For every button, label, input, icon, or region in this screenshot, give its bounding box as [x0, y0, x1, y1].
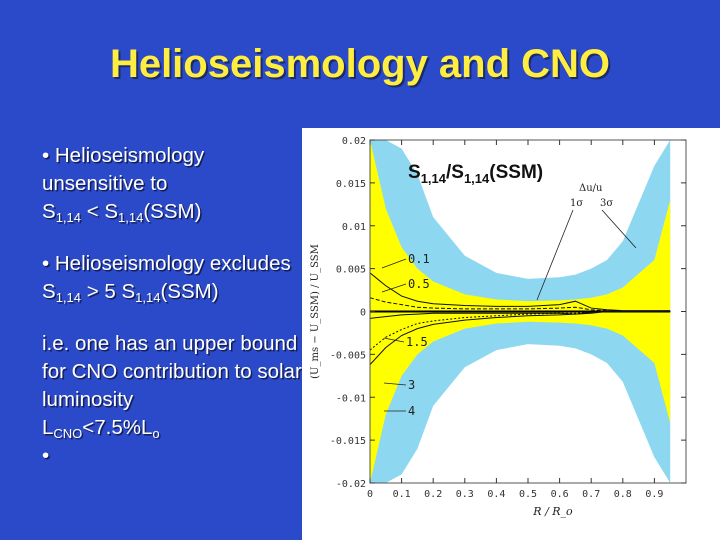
y-tick-label: -0.02 — [336, 479, 366, 490]
ratio-label-part: S — [408, 162, 421, 183]
bullet-text: (SSM) — [160, 280, 219, 303]
sigma3-arrow — [601, 209, 637, 249]
upper-bound-paragraph: i.e. one has an upper bound for CNO cont… — [42, 330, 302, 470]
ratio-label-subscript: 1,14 — [421, 171, 447, 186]
bullet-text: S — [42, 280, 56, 303]
slide-title: Helioseismology and CNO — [109, 42, 611, 86]
bullet-list: • Helioseismology unsensitive to S1,14 <… — [42, 142, 302, 494]
y-tick-label: 0.01 — [342, 222, 366, 233]
bullet-unsensitive: • Helioseismology unsensitive to S1,14 <… — [42, 142, 302, 226]
curve-label-leader — [383, 382, 407, 386]
y-tick-label: -0.015 — [330, 436, 366, 447]
ratio-label: S1,14/S1,14(SSM) — [408, 162, 543, 186]
x-tick-label: 0.7 — [582, 489, 600, 500]
y-tick-label: -0.005 — [330, 350, 366, 361]
series-curve-3 — [370, 311, 671, 351]
subscript: 1,14 — [118, 210, 144, 225]
subscript: 1,14 — [55, 290, 81, 305]
empty-bullet: • — [42, 444, 50, 467]
bullet-text: > 5 S — [81, 280, 136, 303]
x-tick-label: 0.2 — [424, 489, 442, 500]
bullet-text: • Helioseismology excludes — [42, 252, 291, 275]
x-tick-label: 0.5 — [519, 489, 537, 500]
series-curve-4 — [370, 311, 671, 366]
curve-label: 0.1 — [408, 252, 430, 266]
x-tick-label: 0.1 — [393, 489, 411, 500]
subscript: o — [152, 426, 160, 441]
curve-label-leader — [383, 337, 405, 343]
x-tick-label: 0.3 — [456, 489, 474, 500]
x-tick-label: 0 — [367, 489, 373, 500]
curve-label: 3 — [408, 378, 415, 392]
bullet-excludes: • Helioseismology excludes S1,14 > 5 S1,… — [42, 250, 302, 306]
x-tick-label: 0.4 — [487, 489, 505, 500]
curve-label: 0.5 — [408, 277, 430, 291]
y-tick-label: 0.005 — [336, 265, 366, 276]
sigma3-label: 3σ — [600, 198, 613, 209]
x-axis-label: R / R_o — [532, 505, 573, 518]
plot-svg: 0.02 0.015 0.01 0.005 0 -0.005 -0.01 -0.015 -0.0… — [310, 136, 687, 518]
sigma-annotation: Δu/u — [579, 183, 603, 194]
y-tick-label: 0 — [360, 308, 366, 319]
ratio-label-part: (SSM) — [489, 162, 543, 183]
y-tick-label: -0.01 — [336, 393, 366, 404]
paragraph-text: i.e. one has an upper bound for CNO cont… — [42, 332, 302, 411]
x-tick-label: 0.9 — [645, 489, 663, 500]
series-curve-0-1 — [370, 272, 671, 312]
paragraph-text: L — [42, 416, 54, 439]
curve-label: 1.5 — [406, 335, 428, 349]
helioseismology-plot: 0.02 0.015 0.01 0.005 0 -0.005 -0.01 -0.015 -0.0… — [302, 128, 720, 540]
curve-label-leader — [381, 258, 407, 269]
paragraph-text: <7.5%L — [82, 416, 153, 439]
ratio-label-subscript: 1,14 — [464, 171, 490, 186]
y-tick-label: 0.015 — [336, 179, 366, 190]
sigma1-label: 1σ — [570, 198, 583, 209]
curve-label-leader — [381, 283, 407, 293]
subscript: 1,14 — [135, 290, 161, 305]
bullet-text: • Helioseismology unsensitive to — [42, 144, 205, 195]
x-tick-label: 0.8 — [614, 489, 632, 500]
bullet-text: S — [42, 200, 56, 223]
subscript: CNO — [53, 426, 83, 441]
curve-label: 4 — [408, 404, 415, 418]
x-tick-label: 0.6 — [551, 489, 569, 500]
bullet-text: (SSM) — [143, 200, 202, 223]
y-axis-label: (U_ms − U_SSM) / U_SSM — [310, 244, 321, 379]
ratio-label-part: /S — [446, 162, 464, 183]
bullet-text: < S — [81, 200, 119, 223]
y-tick-label: 0.02 — [342, 136, 366, 147]
subscript: 1,14 — [55, 210, 81, 225]
sigma1-arrow — [536, 209, 574, 301]
